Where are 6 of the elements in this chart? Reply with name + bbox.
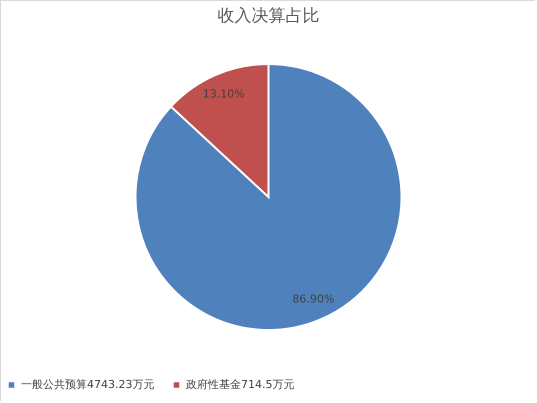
pie-slice xyxy=(134,63,402,331)
chart-title: 收入决算占比 xyxy=(218,6,320,26)
legend-label: 一般公共预算4743.23万元 xyxy=(21,378,154,391)
data-label: 86.90% xyxy=(292,292,334,306)
data-label: 13.10% xyxy=(202,87,245,100)
legend-label: 政府性基金714.5万元 xyxy=(186,378,294,391)
